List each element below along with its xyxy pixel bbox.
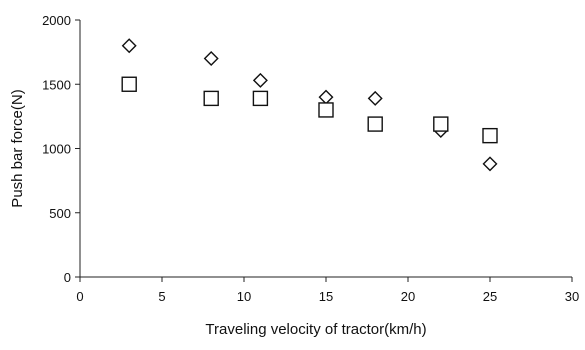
data-points [121, 38, 498, 172]
data-point-diamond [318, 89, 334, 105]
y-tick-label: 2000 [42, 13, 71, 28]
x-tick-label: 30 [565, 289, 579, 304]
y-tick-label: 1500 [42, 77, 71, 92]
x-tick-label: 20 [401, 289, 415, 304]
data-point-diamond [121, 38, 137, 54]
x-axis-title: Traveling velocity of tractor(km/h) [205, 321, 426, 338]
y-tick-label: 0 [64, 270, 71, 285]
data-point-square [433, 116, 449, 132]
data-point-square [318, 102, 334, 118]
data-point-square [203, 90, 219, 107]
y-axis-title: Push bar force(N) [9, 89, 26, 207]
data-point-square [367, 116, 383, 132]
data-point-square [252, 90, 269, 107]
data-point-square [482, 127, 498, 144]
x-tick-label: 5 [158, 289, 165, 304]
x-tick-label: 0 [76, 289, 83, 304]
data-point-diamond [252, 72, 268, 88]
x-tick-label: 25 [483, 289, 497, 304]
y-ticks: 0 500 1000 1500 2000 [42, 13, 80, 285]
data-point-square [121, 76, 137, 92]
data-point-diamond [203, 51, 219, 67]
y-tick-label: 500 [49, 206, 71, 221]
x-ticks: 0 5 10 15 20 25 30 [76, 277, 579, 304]
x-tick-label: 10 [237, 289, 251, 304]
data-point-diamond [482, 156, 498, 172]
chart-axes [79, 20, 572, 278]
data-point-diamond [367, 90, 383, 106]
y-tick-label: 1000 [42, 142, 71, 157]
x-tick-label: 15 [319, 289, 333, 304]
